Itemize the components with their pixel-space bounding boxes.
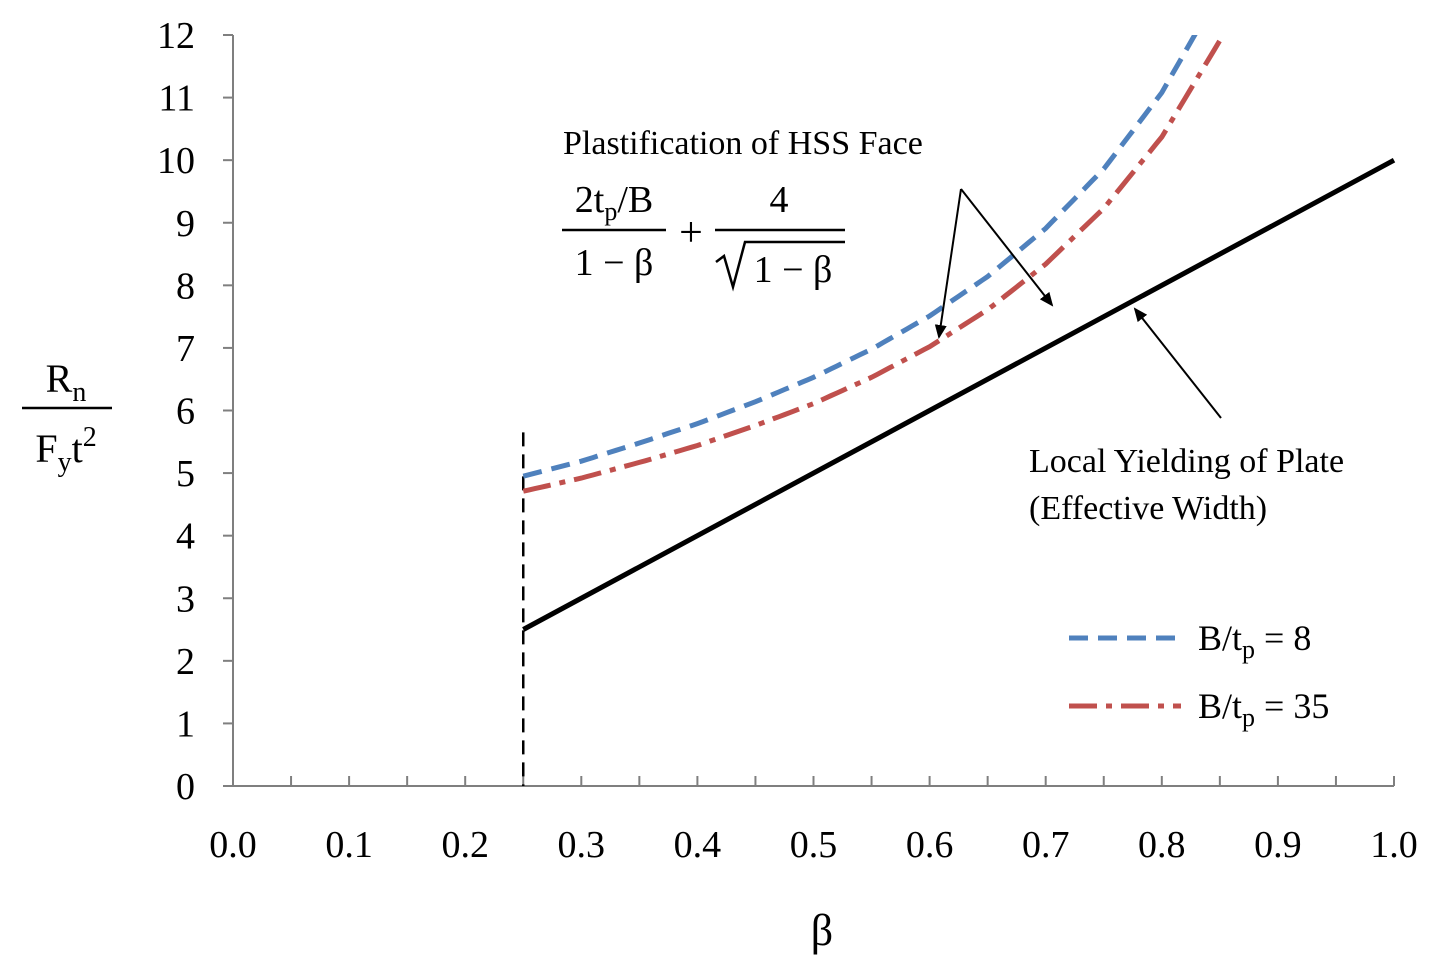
y-tick-label: 0: [176, 766, 195, 808]
svg-text:2tp/B: 2tp/B: [575, 179, 653, 226]
legend-sub-series-2: p: [1242, 703, 1255, 732]
x-tick-label: 0.3: [558, 824, 606, 866]
arrow-local-yielding: [1133, 307, 1222, 419]
annotation-arrows: [934, 188, 1222, 419]
y-tick-label: 12: [157, 15, 195, 57]
series-lines: [522, 35, 1396, 786]
svg-text:Fyt2: Fyt2: [35, 422, 96, 478]
formula-num1-a: 2t: [575, 179, 605, 221]
formula-sqrt-sign: [715, 240, 845, 292]
series-line-3: [522, 157, 1396, 632]
svg-text:B/tp = 35: B/tp = 35: [1198, 686, 1329, 732]
y-tick-label: 4: [176, 516, 195, 558]
yield-label-line2: (Effective Width): [1029, 490, 1267, 527]
x-tick-label: 0.0: [209, 824, 257, 866]
arrow-plastification-blue: [934, 188, 962, 339]
formula-plus: +: [679, 210, 703, 256]
x-tick-label: 0.4: [674, 824, 722, 866]
formula-den2: 1 − β: [754, 249, 833, 291]
series-line-2: [522, 35, 1225, 494]
x-tick-label: 0.5: [790, 824, 838, 866]
legend-eq-series-2: = 35: [1255, 686, 1329, 726]
y-tick-label: 6: [176, 391, 195, 433]
formula-num2: 4: [770, 179, 789, 221]
legend-eq-series-1: = 8: [1255, 618, 1311, 658]
legend-label-series-1: B/t: [1198, 618, 1242, 658]
formula-num1-b: /B: [617, 179, 653, 221]
y-tick-label: 11: [158, 78, 195, 120]
svg-text:Rn: Rn: [46, 356, 87, 408]
x-tick-label: 0.9: [1254, 824, 1302, 866]
y-axis-label: Rn Fyt2: [22, 356, 112, 478]
axes: [223, 34, 1395, 787]
x-tick-label: 0.2: [441, 824, 489, 866]
y-tick-label: 10: [157, 140, 195, 182]
plastification-title: Plastification of HSS Face: [563, 125, 923, 162]
arrow-plastification-red: [960, 188, 1054, 307]
legend: B/tp = 8 B/tp = 35: [1069, 618, 1329, 732]
x-tick-label: 1.0: [1370, 824, 1418, 866]
y-tick-label: 2: [176, 641, 195, 683]
y-tick-label: 8: [176, 265, 195, 307]
ylabel-denominator-sub: y: [58, 447, 72, 478]
plastification-formula: 2tp/B 1 − β + 4 1 − β: [562, 179, 845, 292]
y-tick-label: 1: [176, 703, 195, 745]
ylabel-denominator-a: F: [35, 426, 57, 471]
ylabel-numerator: R: [46, 356, 73, 401]
x-axis-label: β: [811, 906, 833, 955]
x-tick-label: 0.6: [906, 824, 954, 866]
x-tick-label: 0.1: [325, 824, 373, 866]
ylabel-denominator-sup: 2: [83, 422, 97, 453]
x-tick-label: 0.7: [1022, 824, 1070, 866]
x-tick-label: 0.8: [1138, 824, 1186, 866]
legend-sub-series-1: p: [1242, 635, 1255, 664]
series-line-1: [522, 35, 1198, 479]
formula-num1-sub: p: [604, 197, 617, 226]
formula-den1: 1 − β: [575, 242, 654, 284]
y-tick-label: 3: [176, 578, 195, 620]
x-tick-labels: 0.0 0.1 0.2 0.3 0.4 0.5 0.6 0.7 0.8 0.9 1.0: [209, 824, 1418, 866]
yield-label-line1: Local Yielding of Plate: [1029, 443, 1344, 480]
y-tick-label: 9: [176, 203, 195, 245]
legend-label-series-2: B/t: [1198, 686, 1242, 726]
ylabel-denominator-b: t: [72, 426, 83, 471]
y-tick-label: 5: [176, 453, 195, 495]
y-tick-label: 7: [176, 328, 195, 370]
svg-text:B/tp = 8: B/tp = 8: [1198, 618, 1311, 664]
ylabel-numerator-sub: n: [72, 377, 86, 408]
